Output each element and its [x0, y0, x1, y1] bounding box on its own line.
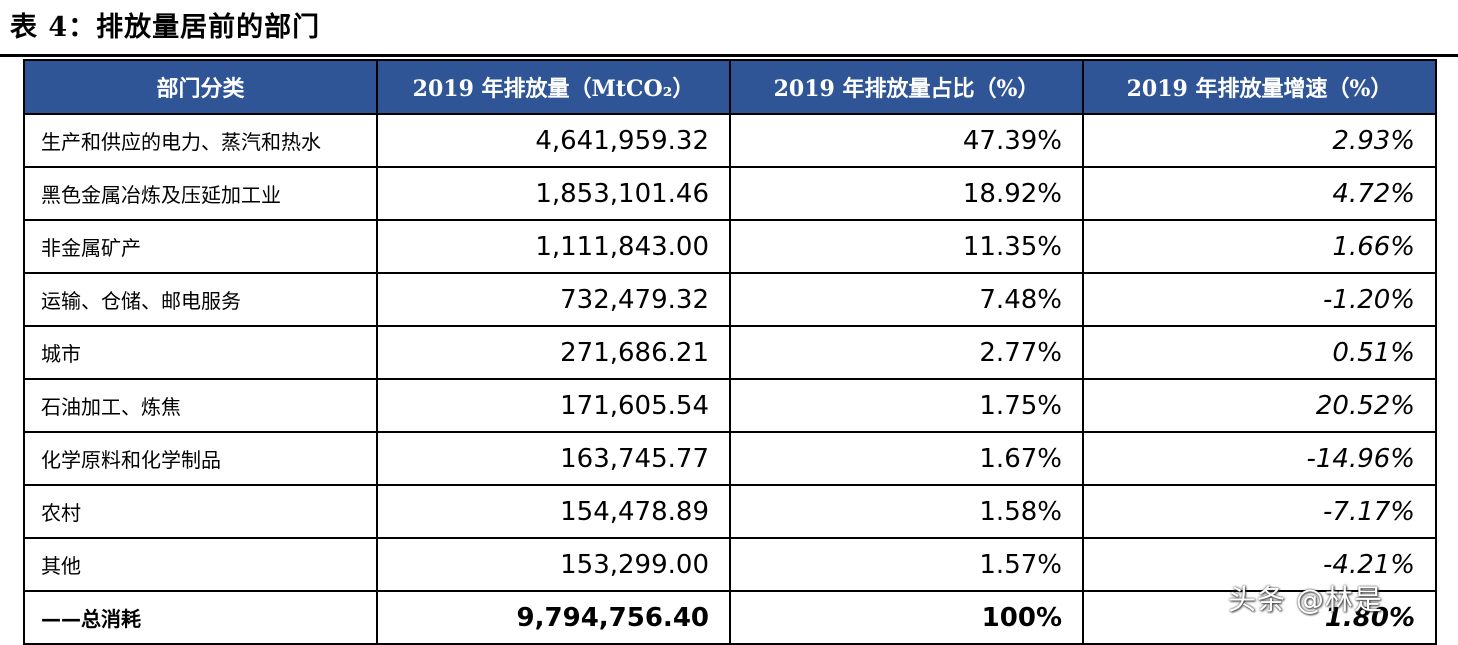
cell-share: 1.75%	[729, 378, 1084, 433]
cell-growth: -14.96%	[1082, 431, 1437, 486]
cell-emissions: 1,111,843.00	[376, 219, 731, 274]
table-row: 石油加工、炼焦 171,605.54 1.75% 20.52%	[23, 378, 1437, 433]
header-growth: 2019 年排放量增速（%）	[1082, 59, 1437, 115]
cell-growth: -4.21%	[1082, 537, 1437, 592]
table-header-row: 部门分类 2019 年排放量（MtCO₂） 2019 年排放量占比（%） 201…	[23, 59, 1437, 115]
cell-emissions: 271,686.21	[376, 325, 731, 380]
cell-share: 2.77%	[729, 325, 1084, 380]
emissions-table: 部门分类 2019 年排放量（MtCO₂） 2019 年排放量占比（%） 201…	[23, 59, 1437, 645]
watermark: 头条 @林是	[1228, 583, 1383, 616]
cell-share: 1.67%	[729, 431, 1084, 486]
cell-emissions: 1,853,101.46	[376, 166, 731, 221]
cell-emissions: 171,605.54	[376, 378, 731, 433]
table-row: 生产和供应的电力、蒸汽和热水 4,641,959.32 47.39% 2.93%	[23, 113, 1437, 168]
table-row: 其他 153,299.00 1.57% -4.21%	[23, 537, 1437, 592]
cell-growth: 20.52%	[1082, 378, 1437, 433]
cell-share: 7.48%	[729, 272, 1084, 327]
table-row: 运输、仓储、邮电服务 732,479.32 7.48% -1.20%	[23, 272, 1437, 327]
cell-emissions: 9,794,756.40	[376, 590, 731, 645]
header-sector: 部门分类	[23, 59, 378, 115]
cell-emissions: 732,479.32	[376, 272, 731, 327]
cell-share: 47.39%	[729, 113, 1084, 168]
table-total-row: ——总消耗 9,794,756.40 100% 1.80%	[23, 590, 1437, 645]
cell-growth: -1.20%	[1082, 272, 1437, 327]
cell-sector: 非金属矿产	[23, 219, 378, 274]
cell-growth: 2.93%	[1082, 113, 1437, 168]
table-row: 农村 154,478.89 1.58% -7.17%	[23, 484, 1437, 539]
cell-growth: 1.66%	[1082, 219, 1437, 274]
table-row: 黑色金属冶炼及压延加工业 1,853,101.46 18.92% 4.72%	[23, 166, 1437, 221]
cell-share: 11.35%	[729, 219, 1084, 274]
cell-share: 1.57%	[729, 537, 1084, 592]
table-row: 城市 271,686.21 2.77% 0.51%	[23, 325, 1437, 380]
cell-sector: 运输、仓储、邮电服务	[23, 272, 378, 327]
cell-share: 1.58%	[729, 484, 1084, 539]
cell-sector: 生产和供应的电力、蒸汽和热水	[23, 113, 378, 168]
cell-emissions: 153,299.00	[376, 537, 731, 592]
cell-sector: 化学原料和化学制品	[23, 431, 378, 486]
table-caption: 表 4：排放量居前的部门	[10, 12, 321, 43]
cell-emissions: 163,745.77	[376, 431, 731, 486]
cell-emissions: 154,478.89	[376, 484, 731, 539]
cell-sector: ——总消耗	[23, 590, 378, 645]
header-emissions: 2019 年排放量（MtCO₂）	[376, 59, 731, 115]
cell-sector: 农村	[23, 484, 378, 539]
cell-growth: 0.51%	[1082, 325, 1437, 380]
caption-rule	[0, 54, 1458, 57]
table-row: 非金属矿产 1,111,843.00 11.35% 1.66%	[23, 219, 1437, 274]
cell-share: 18.92%	[729, 166, 1084, 221]
cell-sector: 其他	[23, 537, 378, 592]
cell-growth: 1.80%	[1082, 590, 1437, 645]
cell-share: 100%	[729, 590, 1084, 645]
cell-growth: 4.72%	[1082, 166, 1437, 221]
header-share: 2019 年排放量占比（%）	[729, 59, 1084, 115]
cell-growth: -7.17%	[1082, 484, 1437, 539]
cell-sector: 石油加工、炼焦	[23, 378, 378, 433]
cell-sector: 黑色金属冶炼及压延加工业	[23, 166, 378, 221]
table-row: 化学原料和化学制品 163,745.77 1.67% -14.96%	[23, 431, 1437, 486]
cell-sector: 城市	[23, 325, 378, 380]
cell-emissions: 4,641,959.32	[376, 113, 731, 168]
